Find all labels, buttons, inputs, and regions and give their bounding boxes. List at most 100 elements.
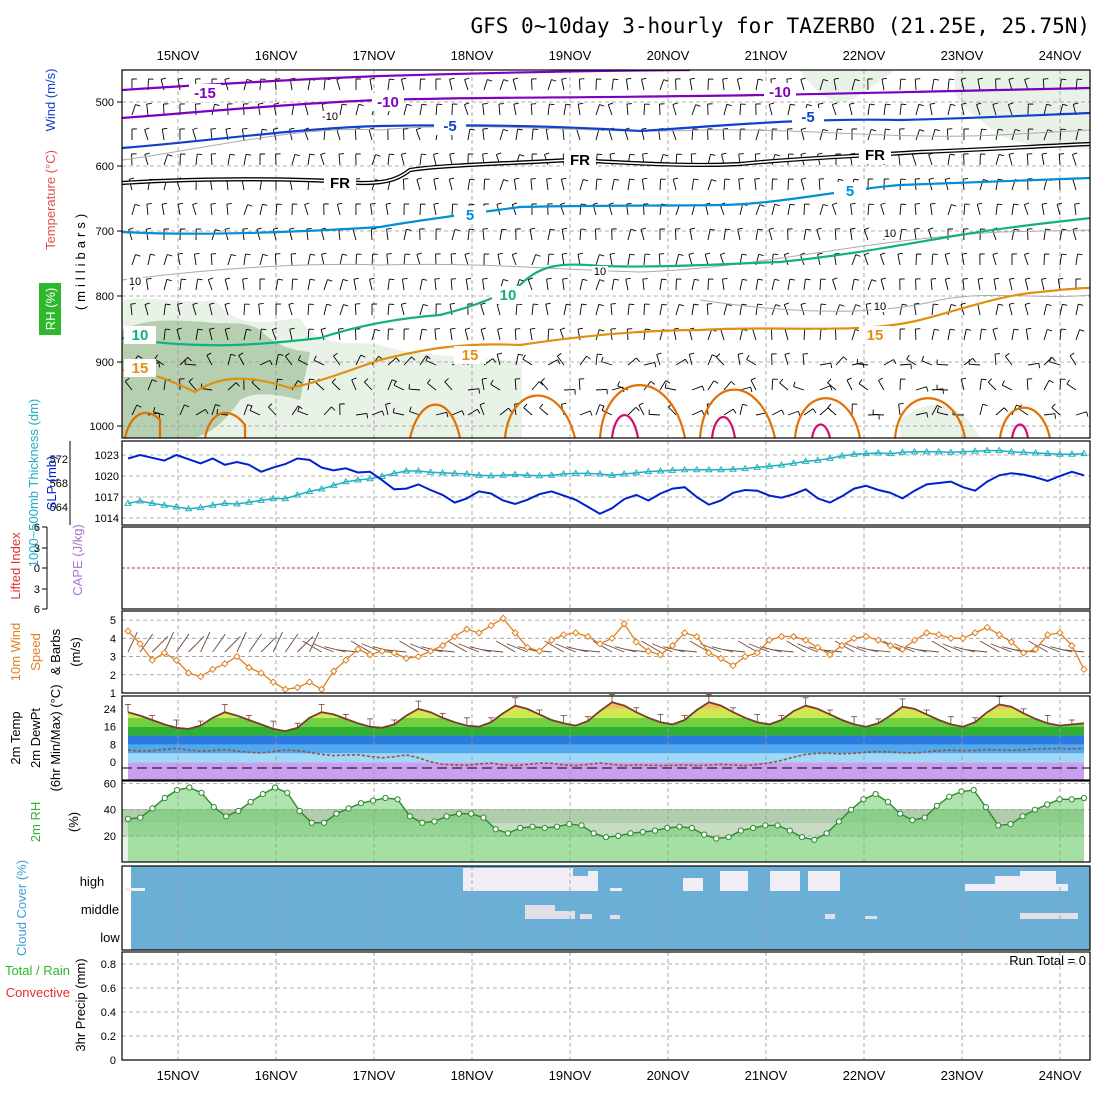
upper-wind-barb-flag bbox=[427, 378, 431, 384]
upper-wind-barb-flag bbox=[962, 252, 968, 255]
thickness-marker bbox=[644, 467, 653, 475]
upper-wind-barb bbox=[483, 178, 486, 191]
upper-wind-barb-flag bbox=[885, 128, 891, 131]
upper-wind-barb-flag bbox=[1077, 253, 1083, 256]
upper-wind-barb-flag bbox=[625, 277, 631, 280]
upper-wind-barb-flag bbox=[981, 328, 987, 331]
upper-wind-barb bbox=[1018, 408, 1029, 416]
upper-wind-barb bbox=[449, 304, 453, 316]
upper-wind-barb bbox=[1059, 129, 1062, 141]
upper-wind-barb-flag bbox=[897, 252, 903, 255]
upper-wind-barb-flag bbox=[716, 353, 721, 358]
upper-wind-barb-flag bbox=[497, 327, 503, 330]
contour-label: -15 bbox=[194, 85, 216, 102]
upper-wind-barb-flag bbox=[535, 254, 541, 257]
upper-wind-barb bbox=[899, 78, 902, 91]
upper-wind-barb bbox=[1043, 413, 1055, 416]
wind10m-barb bbox=[272, 631, 283, 653]
upper-wind-barb-flag bbox=[135, 104, 141, 107]
upper-wind-barb-flag bbox=[466, 277, 472, 280]
thickness-marker bbox=[208, 501, 217, 508]
upper-wind-barb bbox=[914, 229, 917, 241]
upper-wind-barb bbox=[131, 104, 136, 116]
upper-wind-barb bbox=[962, 279, 965, 291]
upper-wind-barb bbox=[930, 279, 933, 291]
upper-wind-barb-flag bbox=[583, 179, 589, 182]
upper-wind-barb-flag bbox=[784, 252, 790, 256]
date-label-bottom: 21NOV bbox=[745, 1068, 788, 1083]
upper-wind-barb-flag bbox=[469, 228, 475, 231]
upper-wind-barb-flag bbox=[184, 404, 190, 408]
upper-wind-barb-flag bbox=[797, 411, 801, 417]
rh-marker bbox=[492, 826, 499, 833]
thickness-marker bbox=[196, 503, 205, 511]
upper-wind-barb-flag bbox=[561, 177, 567, 180]
thickness-marker bbox=[559, 470, 568, 477]
upper-wind-barb-flag bbox=[273, 227, 279, 230]
upper-wind-barb bbox=[947, 204, 952, 216]
upper-wind-barb bbox=[496, 304, 501, 316]
upper-wind-barb-flag bbox=[757, 303, 763, 306]
wind10m-marker bbox=[765, 636, 774, 644]
upper-wind-barb bbox=[545, 304, 549, 316]
upper-wind-barb bbox=[755, 204, 761, 216]
upper-wind-barb bbox=[691, 128, 694, 141]
rh-marker bbox=[713, 835, 720, 842]
upper-wind-barb-flag bbox=[862, 362, 865, 368]
upper-wind-barb bbox=[434, 279, 437, 291]
upper-wind-barb bbox=[547, 328, 550, 341]
rh-marker bbox=[627, 830, 634, 837]
upper-wind-barb bbox=[522, 358, 533, 366]
upper-wind-barb-flag bbox=[487, 79, 493, 82]
upper-wind-barb bbox=[464, 329, 469, 341]
upper-wind-barb bbox=[419, 104, 423, 116]
upper-wind-barb bbox=[976, 104, 981, 116]
wind10m-barb bbox=[409, 643, 431, 653]
run-total-label: Run Total = 0 bbox=[1009, 953, 1086, 968]
upper-wind-barb-flag bbox=[914, 228, 920, 230]
upper-wind-barb bbox=[402, 178, 405, 191]
upper-wind-barb-flag bbox=[160, 77, 167, 80]
upper-wind-barb bbox=[450, 254, 453, 266]
upper-wind-barb-flag bbox=[775, 304, 781, 307]
wind10m-marker bbox=[293, 683, 302, 692]
upper-wind-barb-flag bbox=[608, 102, 614, 106]
contour-label: 10 bbox=[500, 287, 517, 304]
upper-wind-barb-flag bbox=[992, 252, 998, 255]
precip-panel: 0.80.60.40.20 Run Total = 0 Total / Rain… bbox=[5, 951, 1091, 1067]
upper-wind-barb-flag bbox=[331, 378, 336, 383]
upper-wind-barb bbox=[179, 404, 185, 416]
upper-wind-barb-flag bbox=[993, 277, 1000, 280]
thickness-marker bbox=[656, 467, 665, 474]
upper-wind-barb bbox=[858, 383, 869, 391]
upper-wind-barb bbox=[400, 304, 405, 316]
precip-tick-label: 0.8 bbox=[101, 959, 116, 971]
upper-wind-barb bbox=[755, 279, 759, 291]
upper-wind-barb bbox=[595, 129, 600, 141]
upper-wind-barb bbox=[1041, 279, 1045, 291]
upper-wind-barb bbox=[513, 104, 517, 116]
upper-wind-barb bbox=[369, 79, 373, 91]
wind10m-barb bbox=[458, 643, 480, 653]
upper-wind-barb-flag bbox=[722, 78, 728, 80]
wind10m-marker bbox=[983, 623, 991, 632]
upper-wind-barb-flag bbox=[297, 380, 303, 384]
upper-wind-barb bbox=[163, 279, 168, 291]
upper-wind-barb bbox=[416, 179, 421, 191]
upper-wind-barb-flag bbox=[523, 403, 528, 409]
upper-wind-barb-flag bbox=[358, 103, 364, 107]
wind10m-barb bbox=[469, 646, 492, 653]
rh-marker bbox=[419, 819, 426, 826]
upper-wind-barb-flag bbox=[540, 378, 545, 383]
upper-wind-barb-flag bbox=[805, 228, 811, 231]
upper-wind-barb bbox=[561, 254, 565, 266]
upper-wind-barb bbox=[163, 304, 166, 316]
upper-wind-barb-flag bbox=[919, 129, 925, 132]
upper-wind-barb bbox=[659, 178, 662, 191]
upper-wind-barb bbox=[867, 104, 871, 116]
upper-wind-barb-flag bbox=[1051, 403, 1056, 408]
upper-wind-barb-flag bbox=[249, 405, 253, 411]
upper-wind-barb bbox=[427, 382, 437, 391]
